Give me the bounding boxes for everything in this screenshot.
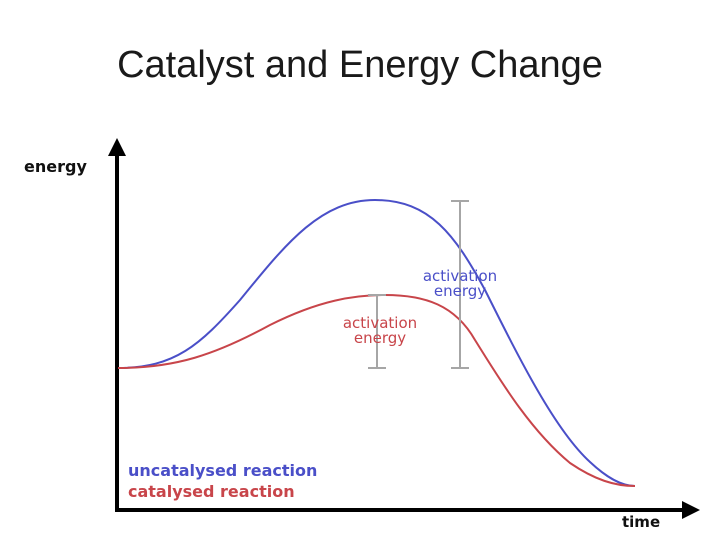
x-axis-label: time [622, 513, 660, 531]
x-axis-arrowhead [682, 501, 700, 519]
uncatalysed-activation-label-line2: energy [434, 282, 486, 300]
catalysed-activation-bracket [368, 294, 386, 369]
uncatalysed-activation-label-line1: activation [423, 267, 497, 285]
catalysed-activation-label-line2: energy [354, 329, 406, 347]
uncatalysed-curve [117, 198, 636, 487]
y-axis-arrowhead [108, 138, 126, 156]
catalysed-activation-label-line1: activation [343, 314, 417, 332]
legend-uncatalysed: uncatalysed reaction [128, 461, 317, 480]
legend-catalysed: catalysed reaction [128, 482, 295, 501]
uncatalysed-activation-bracket [451, 200, 469, 369]
catalysed-curve [117, 293, 636, 487]
slide-title: Catalyst and Energy Change [117, 44, 603, 86]
y-axis-label: energy [24, 157, 87, 176]
